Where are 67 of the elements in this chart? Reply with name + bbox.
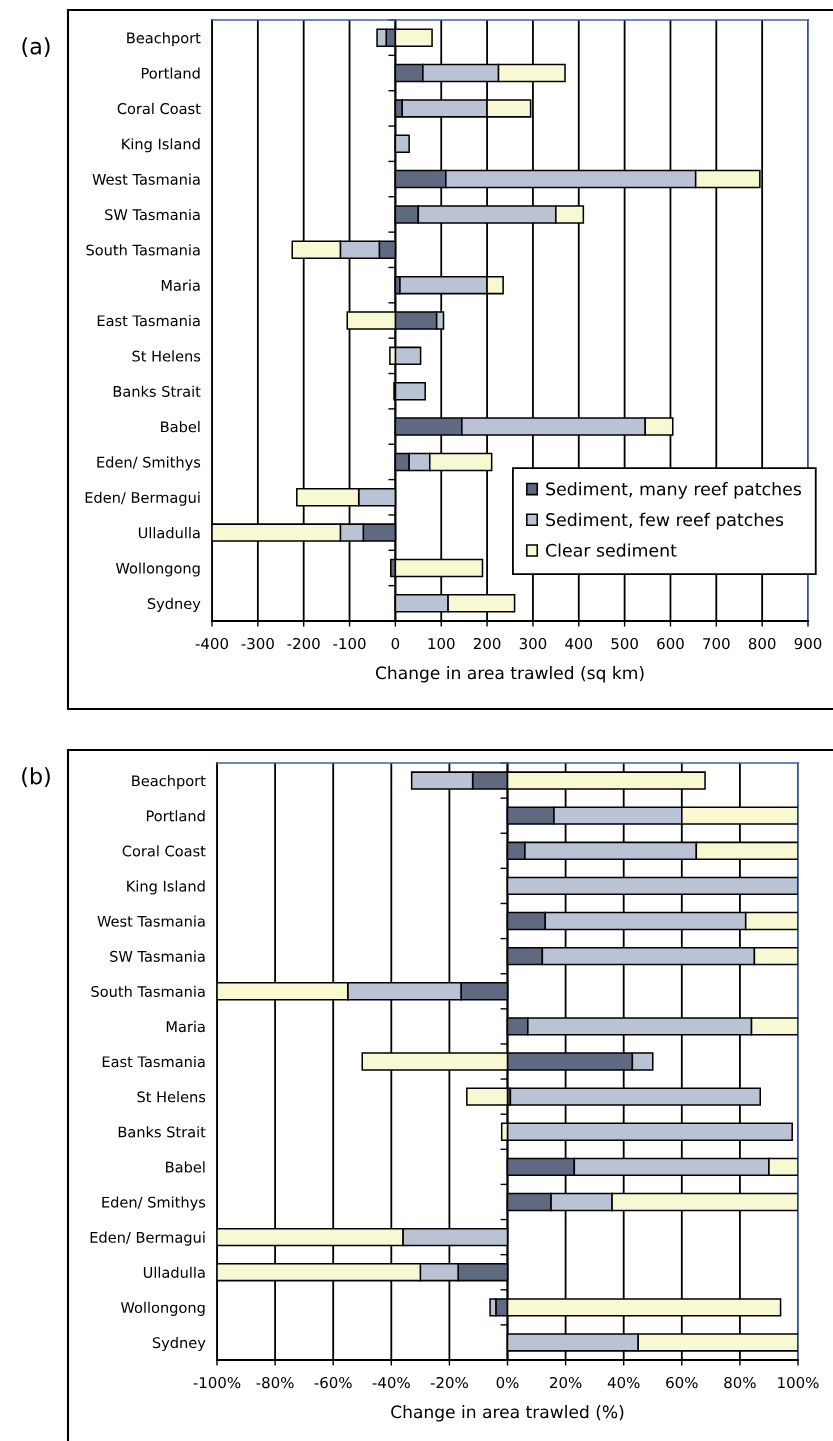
x-axis-title: Change in area trawled (sq km) [375,666,644,683]
x-tick-label: 100% [778,1376,819,1389]
y-tick-label: St Helens [132,350,201,362]
x-tick-label: 600 [657,637,684,650]
y-tick-label: Wollongong [120,1301,205,1316]
y-tick-label: Eden/ Smithys [102,1196,206,1211]
y-tick-label: King Island [122,138,200,153]
x-tick-label: -400 [195,637,229,650]
x-tick-label: -60% [314,1376,352,1389]
y-tick-label: South Tasmania [86,244,200,256]
x-tick-label: 100 [428,637,455,650]
y-tick-label: Portland [146,810,205,822]
y-tick-label: SW Tasmania [105,208,200,221]
y-tick-label: Babel [161,421,200,433]
legend-label: Sediment, many reef patches [546,482,802,499]
legend-label: Clear sediment [546,543,677,557]
y-tick-label: Banks Strait [113,385,201,397]
x-axis-title: Change in area trawled (%) [391,1405,624,1422]
x-tick-label: 300 [519,637,547,650]
y-tick-label: West Tasmania [92,173,200,185]
y-tick-label: Sydney [152,1336,206,1352]
y-tick-label: Sydney [147,597,201,612]
x-tick-label: -20% [430,1376,468,1389]
x-tick-label: -200 [287,637,320,650]
y-tick-label: Wollongong [115,562,200,577]
y-tick-label: Eden/ Smithys [97,456,201,471]
x-tick-label: 200 [473,637,501,650]
y-tick-label: Ulladulla [143,1266,205,1278]
x-tick-label: 0 [391,637,400,650]
x-tick-label: 400 [565,637,593,650]
x-tick-label: 0% [496,1376,519,1389]
y-tick-label: Beachport [127,32,201,47]
x-tick-label: -100 [333,637,366,650]
y-tick-label: King Island [127,880,205,895]
x-tick-label: -80% [256,1376,294,1389]
y-tick-label: Beachport [132,775,206,790]
y-tick-label: SW Tasmania [110,950,205,962]
x-tick-label: -100% [193,1376,241,1389]
x-tick-label: -300 [241,637,274,650]
y-tick-label: Maria [161,279,200,291]
y-tick-label: South Tasmania [91,985,205,998]
x-tick-label: 800 [748,637,776,650]
y-tick-label: St Helens [137,1091,206,1103]
y-tick-label: East Tasmania [97,314,200,327]
y-tick-label: Babel [166,1161,205,1173]
y-tick-label: East Tasmania [102,1055,205,1068]
y-tick-label: Coral Coast [117,102,201,115]
x-tick-label: 20% [550,1376,582,1389]
x-tick-label: 700 [703,637,730,650]
y-tick-label: Portland [141,67,200,79]
legend-label: Sediment, few reef patches [546,512,784,530]
x-tick-label: -40% [372,1376,410,1389]
x-tick-label: 60% [666,1376,698,1389]
text: (b) [22,767,50,788]
y-tick-label: Eden/ Bermagui [85,491,200,506]
y-tick-label: West Tasmania [97,915,205,927]
x-tick-label: 900 [794,637,822,650]
y-tick-label: Coral Coast [122,845,206,857]
x-tick-label: 40% [607,1376,640,1389]
text: (a) [22,37,50,58]
y-tick-label: Maria [166,1020,205,1033]
x-tick-label: 500 [611,637,638,650]
y-tick-label: Eden/ Bermagui [90,1231,205,1246]
y-tick-label: Banks Strait [118,1126,206,1138]
y-tick-label: Ulladulla [138,527,200,539]
x-tick-label: 80% [724,1376,756,1389]
bar [394,381,426,401]
